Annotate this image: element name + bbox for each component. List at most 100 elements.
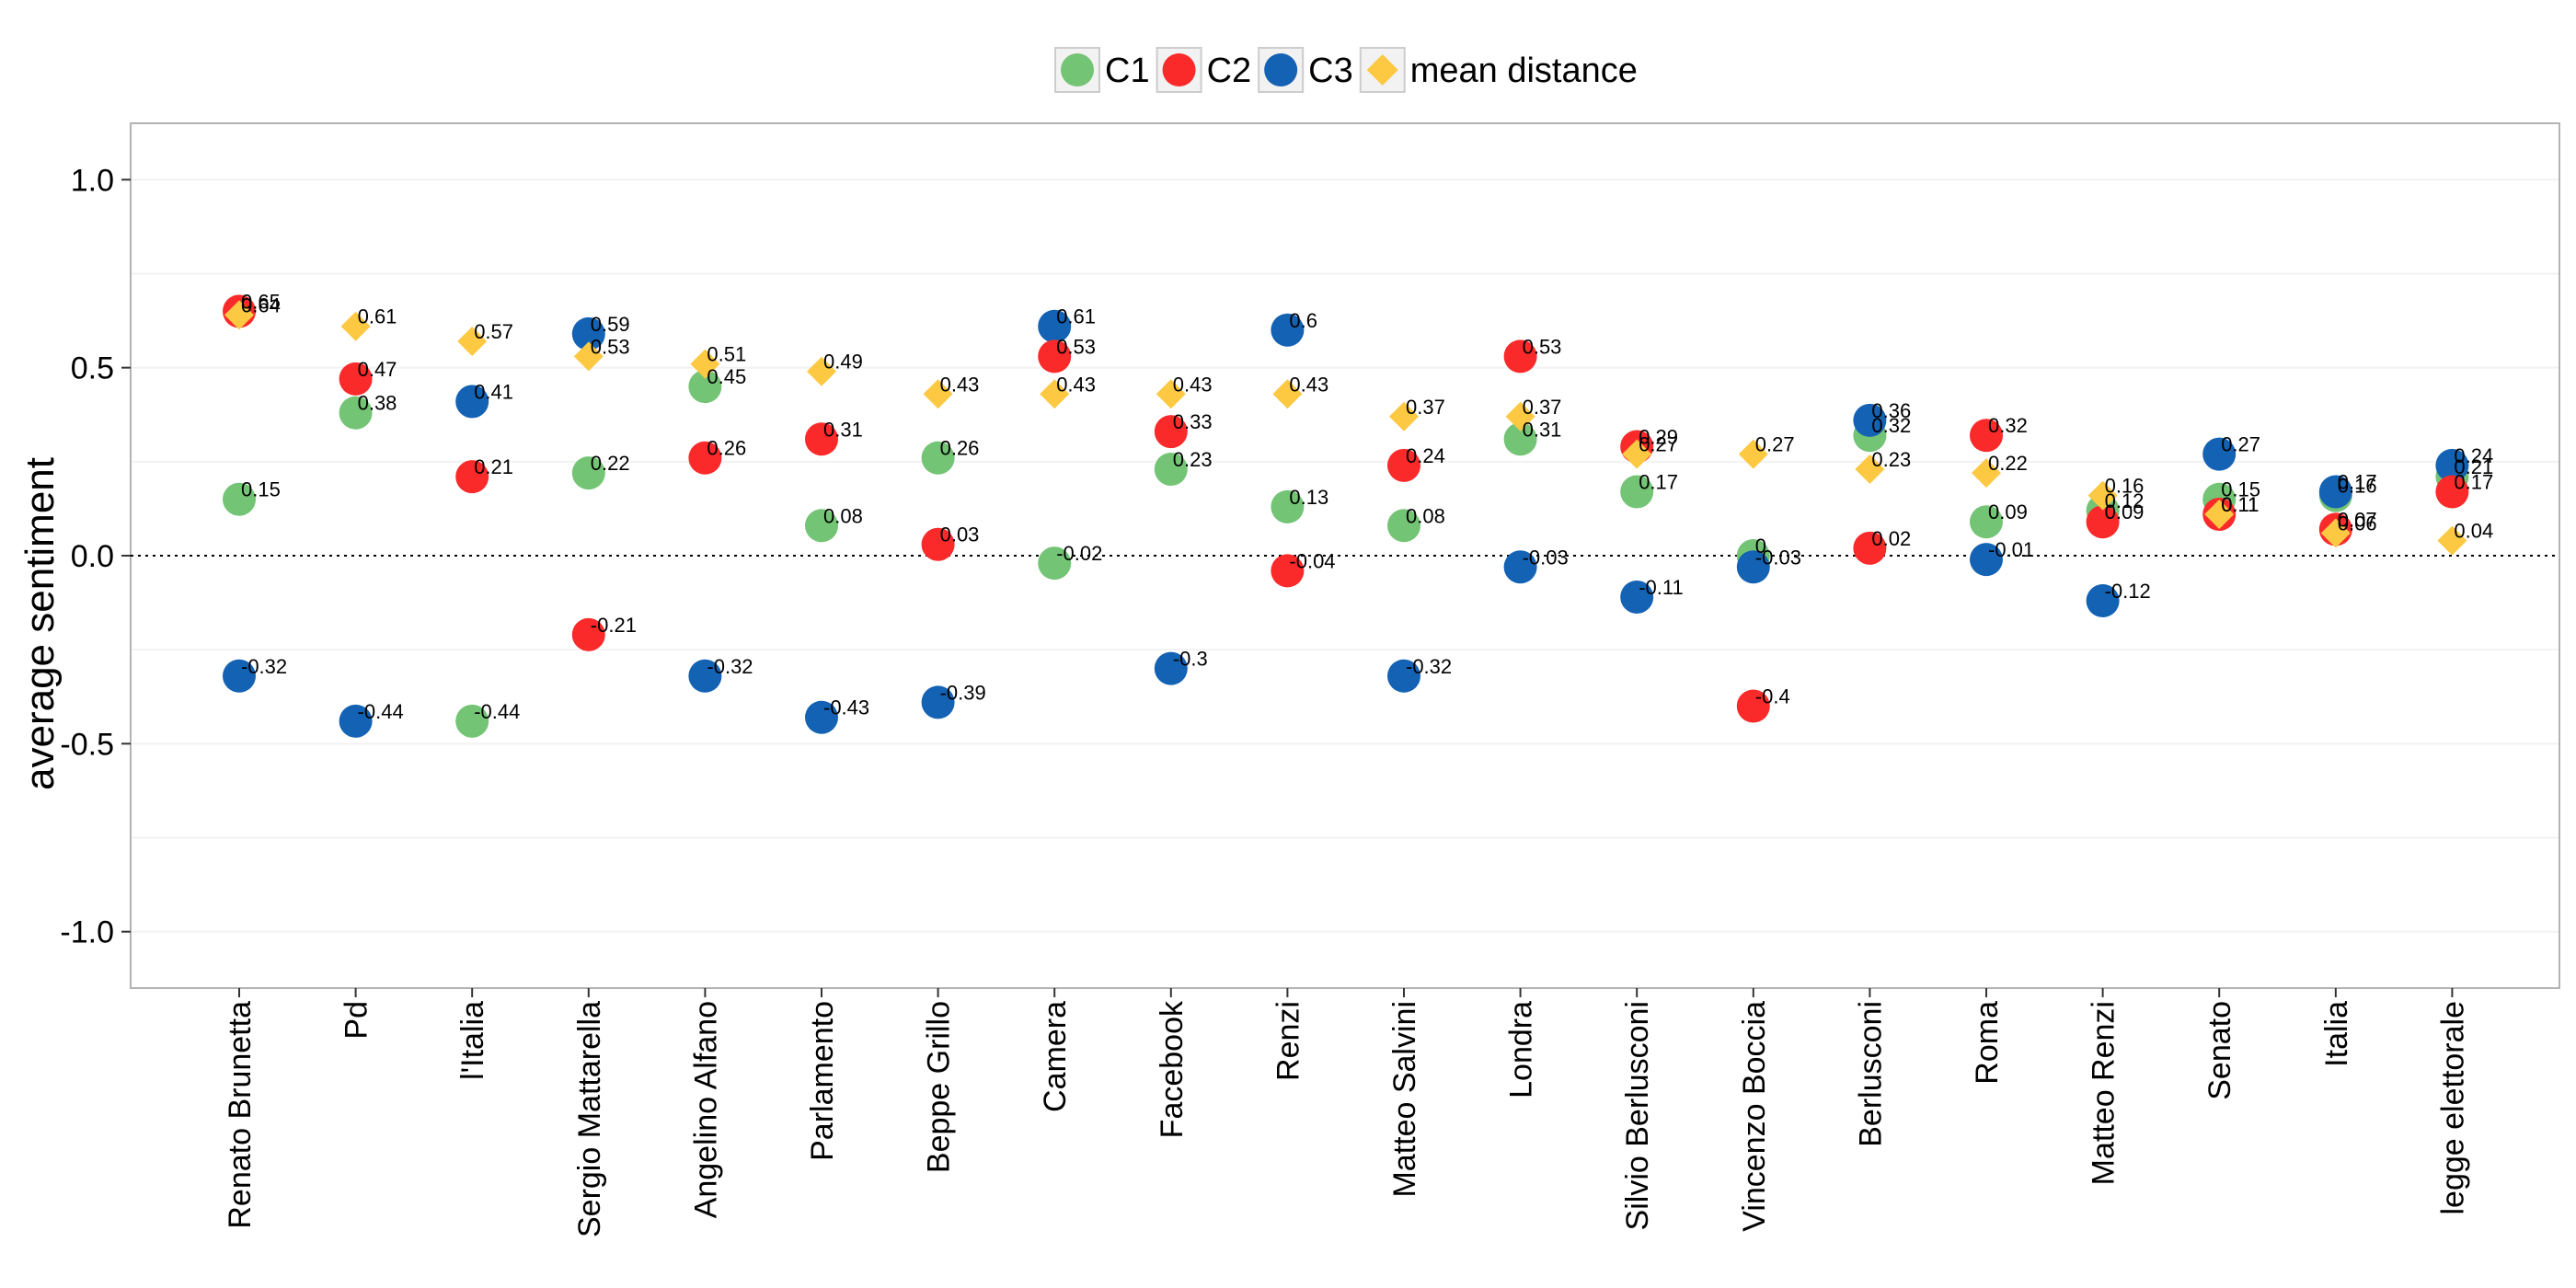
point-c1-camera bbox=[1038, 546, 1072, 581]
data-label-c2-parlamento: 0.31 bbox=[823, 418, 863, 441]
data-label-c2-renzi: -0.04 bbox=[1289, 549, 1335, 572]
point-mean-distance-legge-elettorale bbox=[2437, 525, 2467, 556]
data-label-c3-parlamento: -0.43 bbox=[823, 696, 869, 719]
data-label-c2-vincenzo-boccia: -0.4 bbox=[1755, 684, 1790, 707]
x-tick-label-matteo-renzi: Matteo Renzi bbox=[2087, 1001, 2122, 1185]
point-c3-berlusconi bbox=[1853, 403, 1887, 437]
point-c1-matteo-salvini bbox=[1387, 509, 1420, 543]
x-axis: Renato Brunetta Pd l'Italia Sergio Mattarel… bbox=[223, 988, 2470, 1237]
point-mean-distance-sergio-mattarella bbox=[573, 341, 604, 372]
data-label-mean-distance-renato-brunetta: 0.64 bbox=[241, 293, 281, 316]
data-label-c2-silvio-berlusconi: 0.29 bbox=[1639, 425, 1678, 448]
data-label-c3-roma: -0.01 bbox=[1988, 538, 2034, 561]
data-label-c1-l-italia: -0.44 bbox=[474, 700, 520, 723]
data-label-c1-renato-brunetta: 0.15 bbox=[241, 478, 281, 501]
data-label-c2-matteo-salvini: 0.24 bbox=[1406, 444, 1445, 467]
data-label-c1-senato: 0.15 bbox=[2221, 478, 2260, 501]
data-label-c3-legge-elettorale: 0.24 bbox=[2454, 444, 2493, 467]
point-c1-silvio-berlusconi bbox=[1620, 475, 1654, 509]
point-c3-legge-elettorale bbox=[2435, 448, 2469, 482]
data-label-c2-italia: 0.07 bbox=[2338, 508, 2377, 531]
data-label-c2-matteo-renzi: 0.09 bbox=[2105, 500, 2145, 523]
legend-key-c3 bbox=[1264, 53, 1298, 86]
point-mean-distance-matteo-salvini bbox=[1389, 401, 1419, 431]
data-label-c1-vincenzo-boccia: 0 bbox=[1755, 535, 1766, 558]
x-tick-label-angelino-alfano: Angelino Alfano bbox=[688, 1001, 723, 1218]
data-label-c2-renato-brunetta: 0.65 bbox=[241, 290, 281, 313]
data-label-c3-l-italia: 0.41 bbox=[474, 380, 513, 403]
point-mean-distance-camera bbox=[1040, 379, 1070, 409]
point-c2-l-italia bbox=[455, 460, 489, 494]
point-c2-angelino-alfano bbox=[688, 441, 722, 475]
point-mean-distance-roma bbox=[1972, 458, 2001, 489]
point-c2-beppe-grillo bbox=[921, 527, 955, 561]
point-mean-distance-beppe-grillo bbox=[923, 379, 953, 409]
point-c1-renato-brunetta bbox=[223, 482, 256, 516]
point-c3-londra bbox=[1503, 550, 1537, 584]
data-label-c3-italia: 0.17 bbox=[2338, 471, 2377, 494]
point-c2-matteo-salvini bbox=[1387, 448, 1420, 482]
data-label-c3-matteo-renzi: -0.12 bbox=[2105, 580, 2151, 603]
data-label-c3-sergio-mattarella: 0.59 bbox=[591, 313, 630, 336]
x-tick-label-italia: Italia bbox=[2319, 1001, 2354, 1067]
point-c2-berlusconi bbox=[1853, 531, 1887, 565]
point-c2-londra bbox=[1503, 339, 1537, 374]
point-c3-facebook bbox=[1154, 651, 1188, 685]
legend-key-mean-distance bbox=[1366, 54, 1398, 86]
point-c1-roma bbox=[1970, 505, 2003, 539]
data-label-c2-senato: 0.11 bbox=[2221, 493, 2259, 516]
data-label-mean-distance-parlamento: 0.49 bbox=[823, 351, 863, 374]
point-c3-l-italia bbox=[455, 385, 489, 419]
data-label-mean-distance-italia: 0.06 bbox=[2338, 512, 2377, 535]
point-c2-roma bbox=[1970, 419, 2003, 453]
point-mean-distance-berlusconi bbox=[1855, 454, 1885, 484]
data-label-mean-distance-londra: 0.37 bbox=[1523, 396, 1562, 419]
data-label-c1-silvio-berlusconi: 0.17 bbox=[1639, 471, 1678, 494]
point-c2-vincenzo-boccia bbox=[1736, 689, 1770, 723]
y-tick-label: -0.5 bbox=[60, 727, 114, 762]
data-label-c3-vincenzo-boccia: -0.03 bbox=[1755, 546, 1801, 569]
x-tick-label-sergio-mattarella: Sergio Mattarella bbox=[572, 1001, 607, 1237]
x-tick-label-camera: Camera bbox=[1038, 1001, 1073, 1112]
point-c1-l-italia bbox=[455, 704, 489, 738]
legend-label-c3: C3 bbox=[1308, 52, 1353, 90]
point-c3-renato-brunetta bbox=[223, 659, 256, 693]
point-c3-silvio-berlusconi bbox=[1620, 580, 1654, 614]
data-label-c1-angelino-alfano: 0.45 bbox=[707, 365, 746, 388]
data-label-c3-camera: 0.61 bbox=[1056, 305, 1096, 328]
data-label-c3-silvio-berlusconi: -0.11 bbox=[1639, 576, 1684, 599]
data-label-c2-legge-elettorale: 0.17 bbox=[2454, 471, 2493, 494]
x-tick-label-beppe-grillo: Beppe Grillo bbox=[922, 1001, 957, 1173]
data-label-c3-beppe-grillo: -0.39 bbox=[940, 681, 986, 704]
point-c3-italia bbox=[2318, 475, 2352, 509]
y-tick-label: -1.0 bbox=[60, 915, 114, 950]
point-c3-matteo-salvini bbox=[1387, 659, 1420, 693]
point-c1-angelino-alfano bbox=[688, 370, 722, 404]
data-label-c1-legge-elettorale: 0.21 bbox=[2454, 455, 2493, 478]
data-label-c1-berlusconi: 0.32 bbox=[1871, 414, 1911, 437]
x-tick-label-facebook: Facebook bbox=[1155, 1000, 1190, 1138]
x-tick-label-vincenzo-boccia: Vincenzo Boccia bbox=[1737, 1001, 1772, 1232]
x-tick-label-senato: Senato bbox=[2202, 1001, 2237, 1100]
x-tick-label-renato-brunetta: Renato Brunetta bbox=[223, 1001, 258, 1229]
y-axis: 1.0 0.5 0.0 -0.5 -1.0 bbox=[60, 163, 131, 950]
data-label-c3-renzi: 0.6 bbox=[1289, 309, 1317, 332]
point-c3-camera bbox=[1038, 309, 1072, 343]
point-mean-distance-matteo-renzi bbox=[2087, 480, 2118, 511]
x-tick-label-renzi: Renzi bbox=[1271, 1001, 1305, 1081]
grid-lines bbox=[132, 178, 2559, 933]
point-mean-distance-senato bbox=[2204, 500, 2235, 530]
point-c3-sergio-mattarella bbox=[571, 316, 605, 351]
legend-key-c2 bbox=[1162, 53, 1196, 86]
y-tick-label: 0.5 bbox=[71, 351, 114, 386]
data-label-c1-matteo-salvini: 0.08 bbox=[1406, 504, 1445, 527]
point-mean-distance-angelino-alfano bbox=[690, 349, 720, 379]
x-tick-label-pd: Pd bbox=[339, 1001, 374, 1040]
point-c1-parlamento bbox=[805, 509, 838, 543]
data-points bbox=[223, 294, 2469, 738]
data-label-mean-distance-beppe-grillo: 0.43 bbox=[940, 373, 980, 396]
data-label-mean-distance-sergio-mattarella: 0.53 bbox=[591, 335, 630, 358]
point-c3-vincenzo-boccia bbox=[1736, 550, 1770, 584]
point-mean-distance-parlamento bbox=[807, 356, 836, 386]
